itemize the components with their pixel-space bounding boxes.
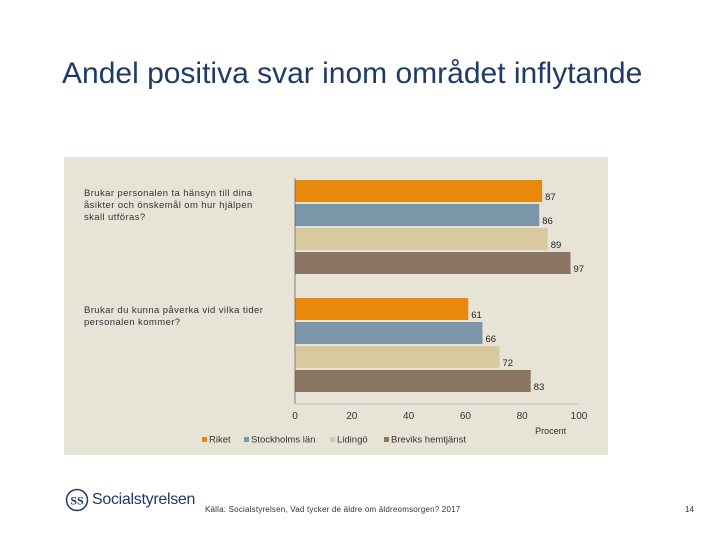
data-label: 97 <box>573 264 584 275</box>
legend-swatch <box>244 437 249 442</box>
bar-2-liding <box>295 346 500 368</box>
source-note: Källa: Socialstyrelsen, Vad tycker de äl… <box>205 505 461 514</box>
socialstyrelsen-logo: SS Socialstyrelsen <box>65 488 195 512</box>
slide-title: Andel positiva svar inom området inflyta… <box>62 57 643 90</box>
legend-label: Stockholms län <box>251 435 315 446</box>
legend-swatch <box>384 437 389 442</box>
legend-label: Lidingö <box>337 435 368 446</box>
legend-label: Breviks hemtjänst <box>391 435 466 446</box>
logo-text: Socialstyrelsen <box>92 491 196 508</box>
logo-mark-icon: SS <box>65 488 89 512</box>
bar-2-stockholms-ln <box>295 322 483 344</box>
data-label: 66 <box>485 334 496 345</box>
data-label: 87 <box>545 192 556 203</box>
chart-panel: Brukar personalen ta hänsyn till dina ås… <box>64 157 608 455</box>
bar-1-liding <box>295 228 548 250</box>
data-label: 72 <box>502 358 513 369</box>
data-label: 86 <box>542 216 553 227</box>
x-tick-label: 80 <box>517 411 529 422</box>
bar-1-breviks-hemtjnst <box>295 252 571 274</box>
data-label: 83 <box>534 382 545 393</box>
legend-label: Riket <box>209 435 231 446</box>
svg-text:SS: SS <box>70 494 84 508</box>
data-label: 89 <box>551 240 562 251</box>
x-tick-label: 100 <box>571 411 588 422</box>
legend-swatch <box>202 437 207 442</box>
data-label: 61 <box>471 310 482 321</box>
category-label-2: Brukar du kunna påverka vid vilka tider … <box>84 305 264 328</box>
bar-1-stockholms-ln <box>295 204 540 226</box>
bar-2-breviks-hemtjnst <box>295 370 531 392</box>
page-number: 14 <box>685 505 694 514</box>
legend-swatch <box>330 437 335 442</box>
bar-1-riket <box>295 180 543 202</box>
bar-2-riket <box>295 298 469 320</box>
x-tick-label: 0 <box>292 411 298 422</box>
x-axis-title: Procent <box>535 426 567 436</box>
x-tick-label: 40 <box>403 411 415 422</box>
x-tick-label: 20 <box>346 411 358 422</box>
bar-chart: 87 86 89 97 61 66 72 83 0 20 40 60 80 100 Procent Riket… <box>202 178 588 446</box>
x-tick-label: 60 <box>460 411 472 422</box>
category-label-1: Brukar personalen ta hänsyn till dina ås… <box>84 188 253 223</box>
